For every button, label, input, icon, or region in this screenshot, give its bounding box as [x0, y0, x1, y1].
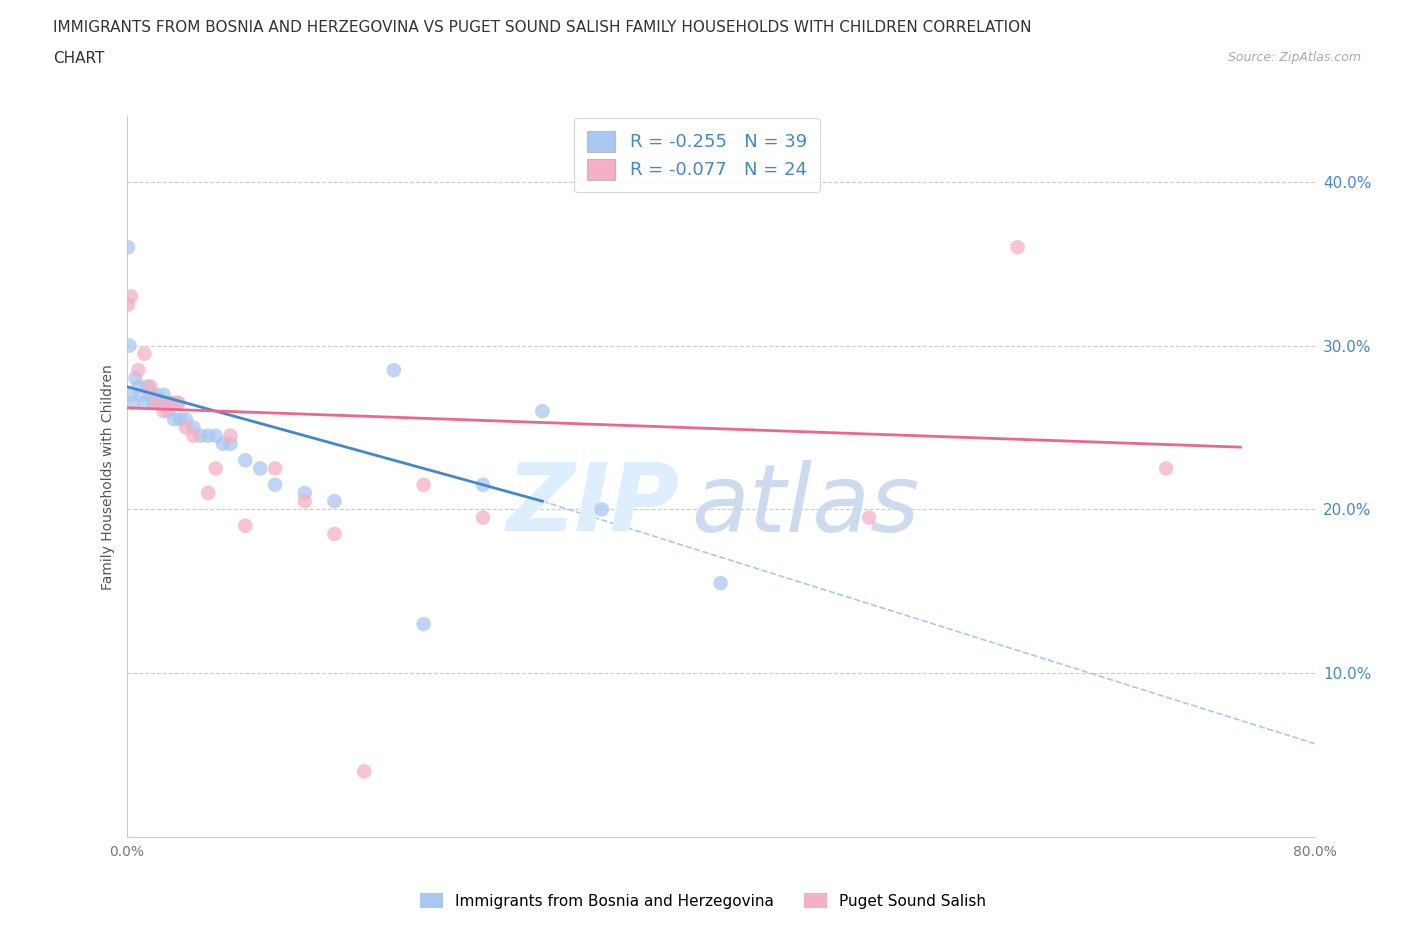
Point	[160, 395, 183, 410]
Point	[264, 477, 287, 492]
Point	[167, 395, 190, 410]
Y-axis label: Family Households with Children: Family Households with Children	[101, 364, 115, 590]
Point	[412, 617, 434, 631]
Point	[160, 395, 183, 410]
Text: ZIP: ZIP	[506, 459, 679, 551]
Text: Source: ZipAtlas.com: Source: ZipAtlas.com	[1227, 51, 1361, 64]
Point	[120, 387, 142, 402]
Point	[157, 404, 180, 418]
Point	[197, 428, 219, 443]
Point	[219, 428, 242, 443]
Text: IMMIGRANTS FROM BOSNIA AND HERZEGOVINA VS PUGET SOUND SALISH FAMILY HOUSEHOLDS W: IMMIGRANTS FROM BOSNIA AND HERZEGOVINA V…	[53, 20, 1032, 35]
Point	[152, 404, 174, 418]
Point	[382, 363, 405, 378]
Point	[591, 502, 613, 517]
Point	[139, 387, 162, 402]
Point	[134, 395, 156, 410]
Point	[127, 363, 149, 378]
Point	[212, 436, 235, 451]
Point	[131, 387, 153, 402]
Point	[204, 428, 226, 443]
Point	[118, 339, 141, 353]
Point	[142, 395, 165, 410]
Point	[117, 298, 139, 312]
Point	[197, 485, 219, 500]
Point	[136, 379, 159, 394]
Point	[323, 526, 346, 541]
Point	[153, 395, 176, 410]
Point	[148, 395, 170, 410]
Point	[145, 387, 167, 402]
Point	[120, 289, 142, 304]
Legend: Immigrants from Bosnia and Herzegovina, Puget Sound Salish: Immigrants from Bosnia and Herzegovina, …	[413, 886, 993, 915]
Point	[233, 518, 256, 533]
Text: CHART: CHART	[53, 51, 105, 66]
Point	[183, 428, 205, 443]
Point	[858, 511, 880, 525]
Point	[163, 412, 186, 427]
Point	[219, 436, 242, 451]
Point	[1007, 240, 1029, 255]
Point	[323, 494, 346, 509]
Point	[249, 461, 271, 476]
Point	[152, 387, 174, 402]
Point	[174, 420, 197, 435]
Point	[127, 379, 149, 394]
Point	[121, 395, 143, 410]
Point	[174, 412, 197, 427]
Point	[204, 461, 226, 476]
Point	[150, 395, 173, 410]
Point	[471, 511, 495, 525]
Point	[294, 485, 316, 500]
Point	[264, 461, 287, 476]
Point	[169, 412, 191, 427]
Text: atlas: atlas	[690, 460, 920, 551]
Point	[145, 395, 167, 410]
Point	[183, 420, 205, 435]
Point	[709, 576, 731, 591]
Point	[233, 453, 256, 468]
Point	[117, 240, 139, 255]
Legend: R = -0.255   N = 39, R = -0.077   N = 24: R = -0.255 N = 39, R = -0.077 N = 24	[574, 118, 820, 193]
Point	[139, 379, 162, 394]
Point	[134, 346, 156, 361]
Point	[412, 477, 434, 492]
Point	[124, 371, 146, 386]
Point	[190, 428, 212, 443]
Point	[531, 404, 554, 418]
Point	[353, 764, 375, 779]
Point	[1154, 461, 1177, 476]
Point	[166, 395, 188, 410]
Point	[471, 477, 495, 492]
Point	[294, 494, 316, 509]
